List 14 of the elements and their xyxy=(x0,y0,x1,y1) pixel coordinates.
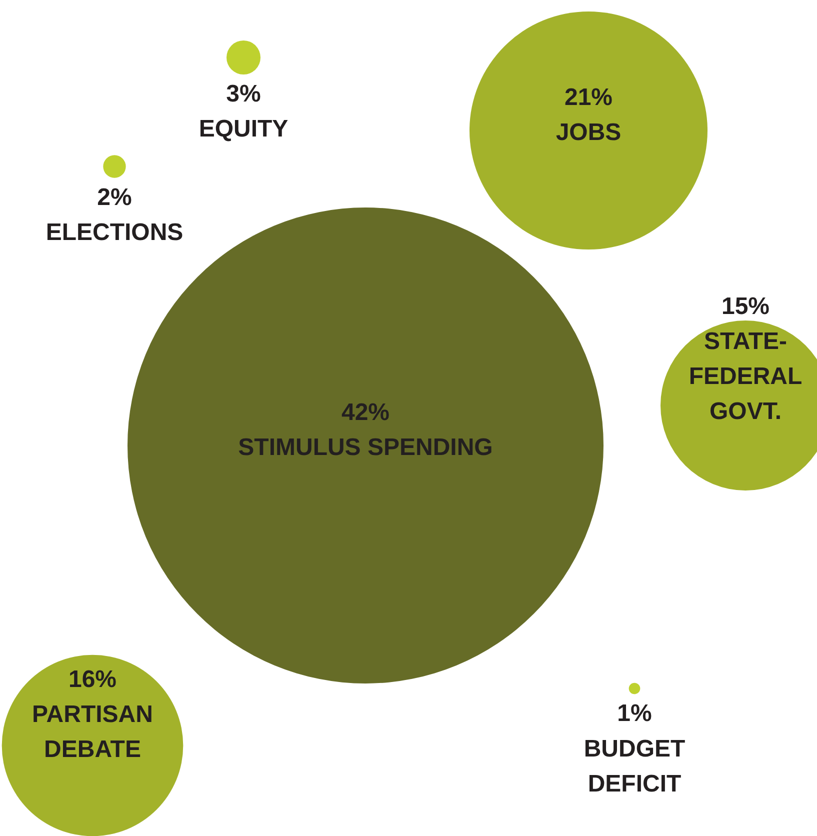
data-label: 21% xyxy=(564,84,613,111)
data-label: 42% xyxy=(341,398,390,426)
data-label: 3% xyxy=(226,80,261,108)
category-label: ELECTIONS xyxy=(46,218,184,246)
data-label: 1% xyxy=(617,700,652,728)
category-label: BUDGET DEFICIT xyxy=(584,735,686,798)
data-label: 15% xyxy=(721,292,770,320)
category-label: PARTISAN DEBATE xyxy=(32,701,153,764)
data-label: 2% xyxy=(97,184,132,211)
category-label: STIMULUS SPENDING xyxy=(238,434,493,462)
data-label: 16% xyxy=(68,666,117,693)
category-label: JOBS xyxy=(556,119,622,146)
category-label: EQUITY xyxy=(198,116,288,143)
category-label: STATE- FEDERAL GOVT. xyxy=(688,328,802,426)
